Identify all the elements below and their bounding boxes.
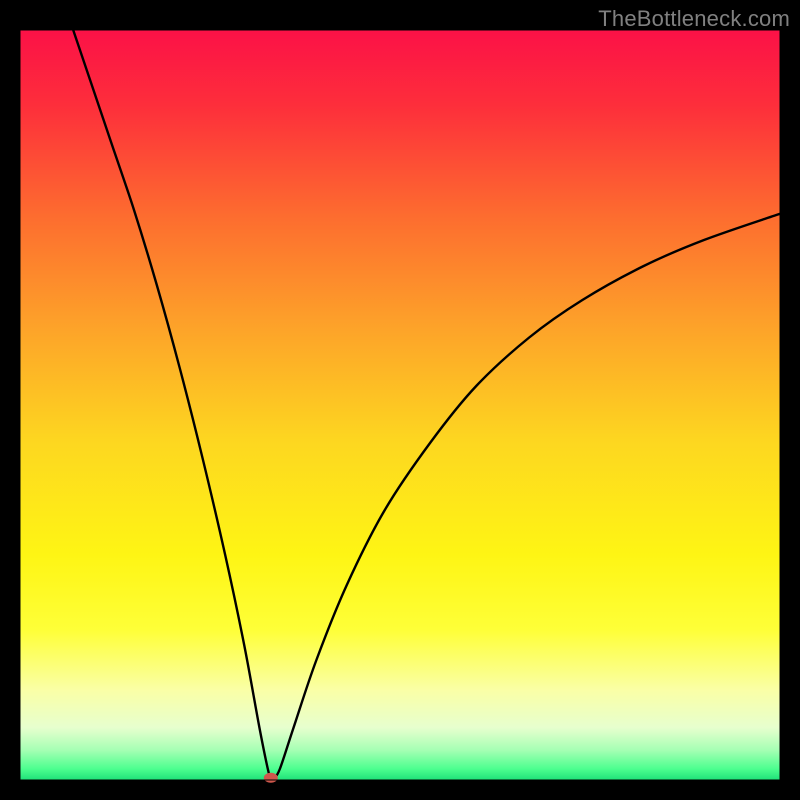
plot-background-gradient xyxy=(20,30,780,780)
optimal-point-marker xyxy=(264,773,278,783)
bottleneck-chart xyxy=(0,0,800,800)
watermark-text: TheBottleneck.com xyxy=(598,6,790,32)
